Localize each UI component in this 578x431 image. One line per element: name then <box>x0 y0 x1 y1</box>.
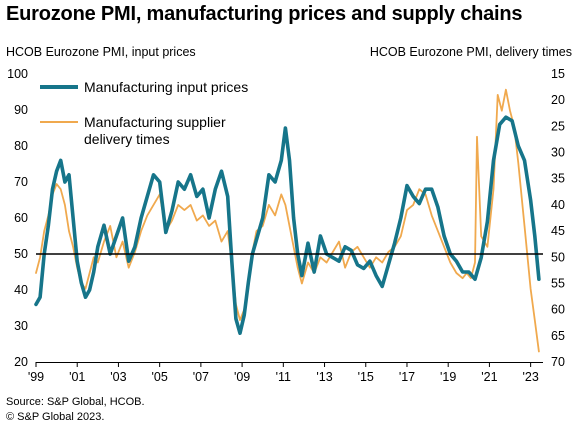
series-line-delivery-times <box>35 88 540 353</box>
right-axis-title: HCOB Eurozone PMI, delivery times <box>369 45 572 59</box>
y-right-tick-label: 25 <box>551 119 565 133</box>
x-tick-label: '21 <box>481 370 497 384</box>
y-right-tick-label: 40 <box>551 198 565 212</box>
y-left-tick-label: 80 <box>14 139 28 153</box>
x-tick-label: '13 <box>316 370 332 384</box>
x-tick-label: '01 <box>69 370 85 384</box>
y-right-tick-label: 65 <box>551 329 565 343</box>
x-tick-label: '05 <box>152 370 168 384</box>
y-right-tick-label: 30 <box>551 146 565 160</box>
x-tick-label: '09 <box>234 370 250 384</box>
y-left-tick-label: 40 <box>14 283 28 297</box>
y-right-tick-label: 45 <box>551 224 565 238</box>
y-left-tick-label: 20 <box>14 355 28 369</box>
x-tick-label: '11 <box>276 370 291 384</box>
series-line-input-prices <box>34 115 541 336</box>
x-tick-label: '17 <box>399 370 415 384</box>
x-tick-label: '23 <box>522 370 538 384</box>
y-right-tick-label: 35 <box>551 172 565 186</box>
y-left-tick-label: 60 <box>14 211 28 225</box>
left-axis-title: HCOB Eurozone PMI, input prices <box>6 45 196 59</box>
copyright-note: © S&P Global 2023. <box>6 411 105 423</box>
y-left-tick-label: 50 <box>14 247 28 261</box>
y-right-tick-label: 50 <box>551 250 565 264</box>
y-left-tick-label: 70 <box>14 175 28 189</box>
source-note: Source: S&P Global, HCOB. <box>6 396 145 408</box>
legend-label-delivery-times: Manufacturing supplier delivery times <box>84 114 226 147</box>
y-right-tick-label: 60 <box>551 303 565 317</box>
x-tick-label: '07 <box>193 370 209 384</box>
y-right-tick-label: 55 <box>551 276 565 290</box>
y-right-tick-label: 20 <box>551 93 565 107</box>
y-right-tick-label: 70 <box>551 355 565 369</box>
x-tick-label: '03 <box>110 370 126 384</box>
y-left-tick-label: 30 <box>14 319 28 333</box>
y-right-tick-label: 15 <box>551 67 565 81</box>
legend-label-input-prices: Manufacturing input prices <box>84 79 248 95</box>
y-left-tick-label: 100 <box>7 67 28 81</box>
x-tick-label: '99 <box>28 370 44 384</box>
y-left-tick-label: 90 <box>14 103 28 117</box>
x-tick-label: '15 <box>358 370 374 384</box>
chart-title: Eurozone PMI, manufacturing prices and s… <box>6 3 523 25</box>
x-tick-label: '19 <box>440 370 456 384</box>
